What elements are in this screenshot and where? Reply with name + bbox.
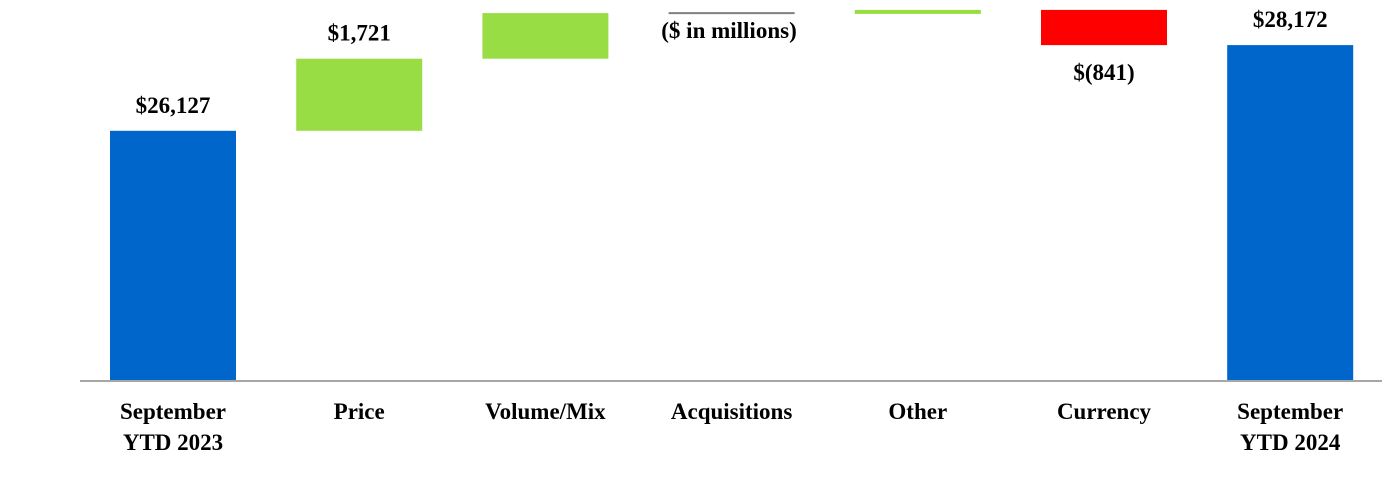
value-label-price: $1,721 bbox=[328, 21, 391, 46]
category-label-currency: Currency bbox=[1057, 399, 1152, 424]
category-label-other: Other bbox=[888, 399, 947, 424]
category-label-line: Volume/Mix bbox=[485, 399, 606, 424]
bar-price bbox=[296, 59, 422, 131]
bars-layer bbox=[110, 10, 1353, 380]
value-label-currency: $(841) bbox=[1073, 60, 1134, 85]
category-label-acquisitions: Acquisitions bbox=[671, 399, 792, 424]
bar-volume-mix bbox=[482, 13, 608, 59]
category-label-line: September bbox=[120, 399, 226, 424]
category-label-line: Currency bbox=[1057, 399, 1152, 424]
bar-currency bbox=[1041, 10, 1167, 45]
category-label-september-ytd-2024: September YTD 2024 bbox=[1237, 399, 1343, 455]
value-label-september-ytd-2023: $26,127 bbox=[136, 93, 211, 118]
category-label-september-ytd-2023: September YTD 2023 bbox=[120, 399, 226, 455]
value-label-september-ytd-2024: $28,172 bbox=[1253, 7, 1328, 32]
category-label-line: Acquisitions bbox=[671, 399, 792, 424]
bar-september-ytd-2023 bbox=[110, 131, 236, 380]
category-label-price: Price bbox=[334, 399, 385, 424]
category-label-line: YTD 2024 bbox=[1240, 430, 1341, 455]
category-label-line: September bbox=[1237, 399, 1343, 424]
category-labels-layer: September YTD 2023 Price Volume/Mix Acquisit… bbox=[120, 399, 1343, 455]
category-label-line: YTD 2023 bbox=[123, 430, 223, 455]
bar-other bbox=[855, 10, 981, 14]
category-label-line: Price bbox=[334, 399, 385, 424]
category-label-volume-mix: Volume/Mix bbox=[485, 399, 606, 424]
bar-september-ytd-2024 bbox=[1227, 45, 1353, 380]
chart-subtitle: ($ in millions) bbox=[661, 18, 796, 43]
category-label-line: Other bbox=[888, 399, 947, 424]
value-label-acquisitions: $— bbox=[714, 0, 750, 2]
